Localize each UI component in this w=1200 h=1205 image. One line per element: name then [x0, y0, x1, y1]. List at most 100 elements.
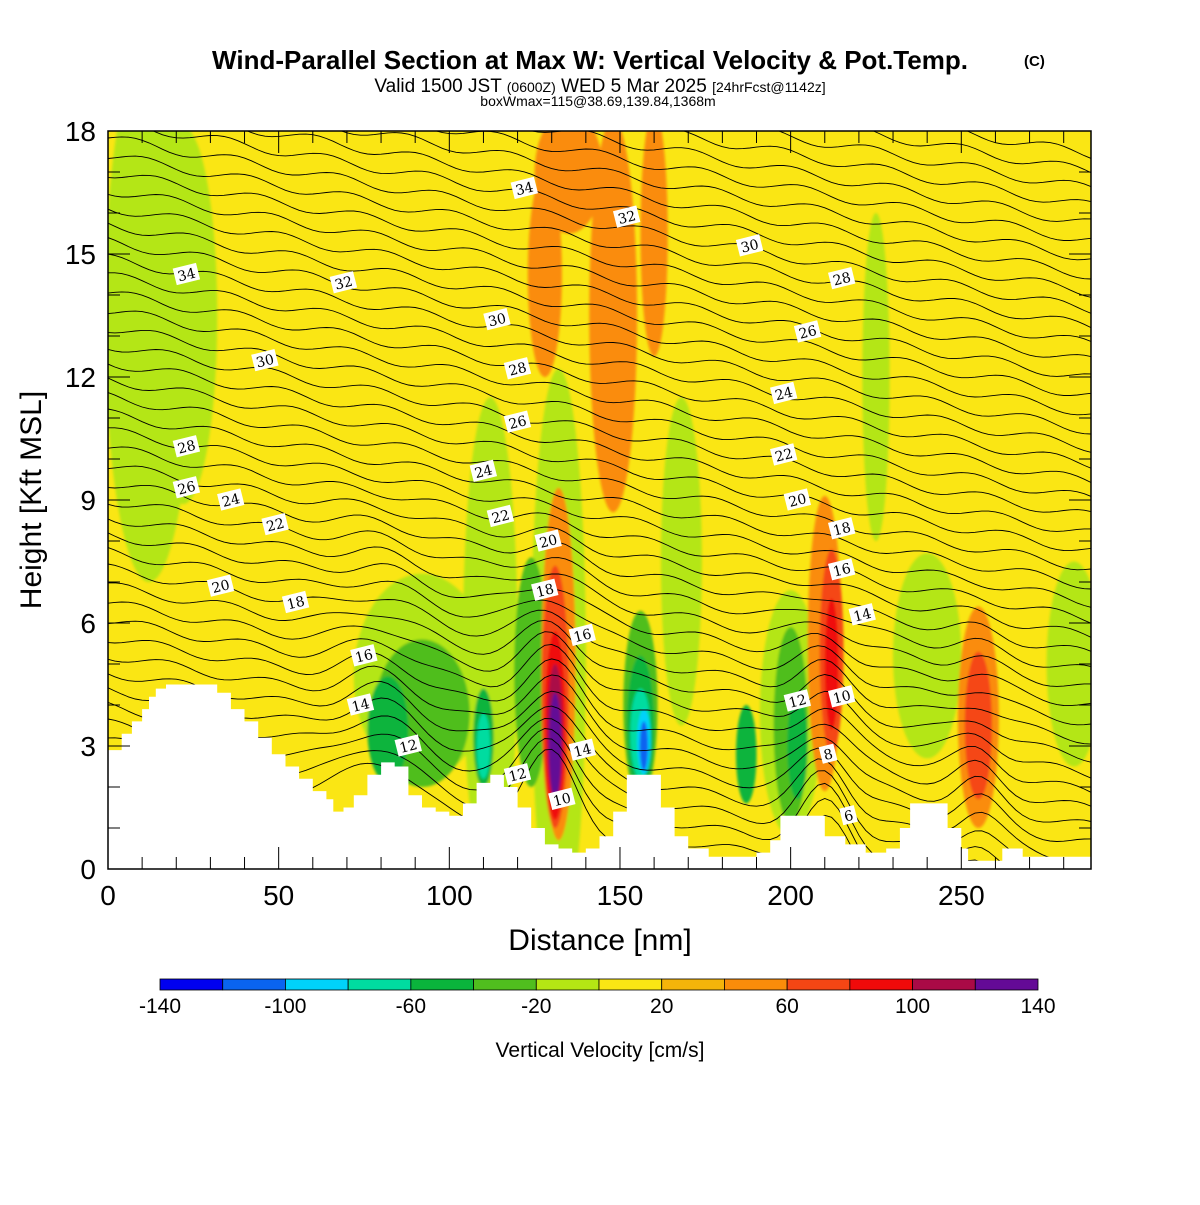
isentrope-label-box — [568, 738, 597, 761]
colorbar-tick-label: 20 — [650, 995, 673, 1018]
isentrope-label-text: 32 — [333, 274, 354, 294]
isentrope-line — [246, 131, 1091, 280]
isentrope-label-text: 34 — [514, 179, 535, 199]
isentrope-label-box — [568, 623, 597, 646]
colorbar-tick-label: 140 — [1020, 995, 1055, 1018]
isentrope-label: 16 — [568, 623, 597, 646]
y-tick-label: 18 — [65, 116, 96, 147]
colorbar-segment — [661, 978, 725, 991]
x-axis-label: Distance [nm] — [508, 924, 691, 957]
y-tick-label: 9 — [80, 485, 96, 516]
subtitle-valid: Valid 1500 JST — [374, 76, 502, 97]
isentrope-label-box — [769, 381, 798, 405]
isentrope-label-text: 10 — [831, 688, 852, 708]
isentrope-label: 30 — [735, 234, 764, 257]
isentrope-line — [108, 310, 1091, 483]
velocity-region — [660, 397, 702, 726]
isentrope-label-box — [469, 459, 498, 482]
isentrope-label: 18 — [281, 590, 310, 614]
velocity-region — [527, 172, 562, 377]
isentrope-line — [108, 408, 1091, 590]
isentrope-label-text: 16 — [572, 626, 593, 646]
isentrope-label: 22 — [769, 443, 798, 466]
isentrope-label-text: 28 — [176, 438, 197, 458]
isentrope-label-text: 12 — [507, 766, 528, 786]
isentrope-line — [108, 377, 1091, 552]
isentrope-line — [152, 131, 1091, 298]
isentrope-line — [108, 427, 1091, 608]
isentrope-label-box — [783, 689, 812, 712]
isentrope-label-box — [531, 578, 559, 601]
isentrope-label-box — [612, 205, 641, 228]
isentrope-label: 10 — [828, 685, 856, 708]
isentrope-label-text: 30 — [739, 237, 760, 257]
isentrope-line — [108, 582, 1091, 763]
isentrope-label: 28 — [172, 435, 201, 458]
isentrope-label-box — [828, 558, 856, 581]
isentrope-label: 14 — [346, 693, 375, 716]
isentrope-label: 24 — [217, 488, 245, 511]
isentrope-label-box — [503, 763, 532, 786]
isentrope-line — [108, 601, 1091, 779]
isentrope-label-box — [206, 574, 235, 597]
isentrope-line — [108, 639, 1091, 807]
x-tick-label: 200 — [767, 880, 814, 911]
isentrope-label-box — [828, 266, 856, 290]
isentrope-line — [108, 563, 1091, 745]
colorbar-segment — [598, 978, 663, 991]
isentrope-line — [108, 518, 1091, 687]
chart-box-info: boxWmax=115@38.69,139.84,1368m — [480, 93, 715, 109]
isentrope-label: 12 — [394, 734, 422, 757]
isentrope-line — [108, 392, 1091, 571]
x-tick-label: 150 — [597, 880, 644, 911]
isentrope-labels: 34 32 30 28 34 32 30 26 30 28 24 26 28 22 24 26 24 20 22 22… — [172, 176, 876, 826]
colorbar-segment — [347, 978, 412, 991]
isentrope-label-box — [261, 512, 289, 536]
isentrope-label-text: 20 — [787, 491, 808, 511]
colorbar-tick-label: -100 — [264, 995, 306, 1018]
colorbar-tick-label: -140 — [139, 995, 181, 1018]
isentrope-label-box — [483, 307, 511, 331]
isentrope-label-box — [503, 357, 532, 380]
isentrope-line — [108, 446, 1091, 624]
isentrope-line — [777, 131, 1091, 188]
isentrope-label: 8 — [818, 743, 838, 764]
y-tick-label: 15 — [65, 239, 96, 270]
velocity-region — [1046, 561, 1091, 767]
isentrope-label-box — [281, 590, 310, 614]
isentrope-label-text: 24 — [773, 384, 794, 404]
subtitle-fcst: [24hrFcst@1142z] — [712, 79, 826, 95]
colorbar-segment — [410, 978, 474, 991]
isentrope-label: 14 — [848, 603, 876, 626]
isentrope-label-text: 14 — [852, 606, 873, 626]
colorbar-segment — [974, 978, 1039, 991]
y-tick-label: 0 — [80, 854, 96, 885]
isentrope-label-text: 28 — [831, 270, 852, 290]
chart-title: Wind-Parallel Section at Max W: Vertical… — [212, 45, 968, 75]
isentrope-label-box — [346, 693, 375, 716]
colorbar-segment — [222, 978, 286, 991]
velocity-region — [589, 131, 638, 513]
isentrope-line — [108, 253, 1091, 435]
y-axis-label: Height [Kft MSL] — [15, 391, 48, 609]
isentrope-label-text: 24 — [473, 462, 494, 482]
colorbar-segment — [724, 978, 788, 991]
colorbar-segment — [786, 978, 851, 991]
isentrope-label-text: 34 — [176, 266, 197, 286]
isentrope-label-box — [350, 644, 378, 667]
copyright-mark: (C) — [1024, 53, 1045, 70]
isentrope-label-box — [503, 410, 532, 433]
isentrope-label: 32 — [329, 271, 358, 294]
terrain-mask — [108, 684, 1091, 869]
colorbar-tick-label: -60 — [396, 995, 426, 1018]
isentrope-line — [108, 222, 1091, 396]
isentrope-label-text: 6 — [843, 808, 856, 826]
isentrope-label-box — [828, 685, 856, 708]
velocity-region — [108, 131, 194, 582]
isentrope-label-box — [783, 488, 812, 511]
x-tick-label: 50 — [263, 880, 294, 911]
y-tick-label: 6 — [80, 608, 96, 639]
isentrope-line — [108, 465, 1091, 638]
isentrope-line — [108, 484, 1091, 652]
colorbar-tick-label: -20 — [521, 995, 551, 1018]
